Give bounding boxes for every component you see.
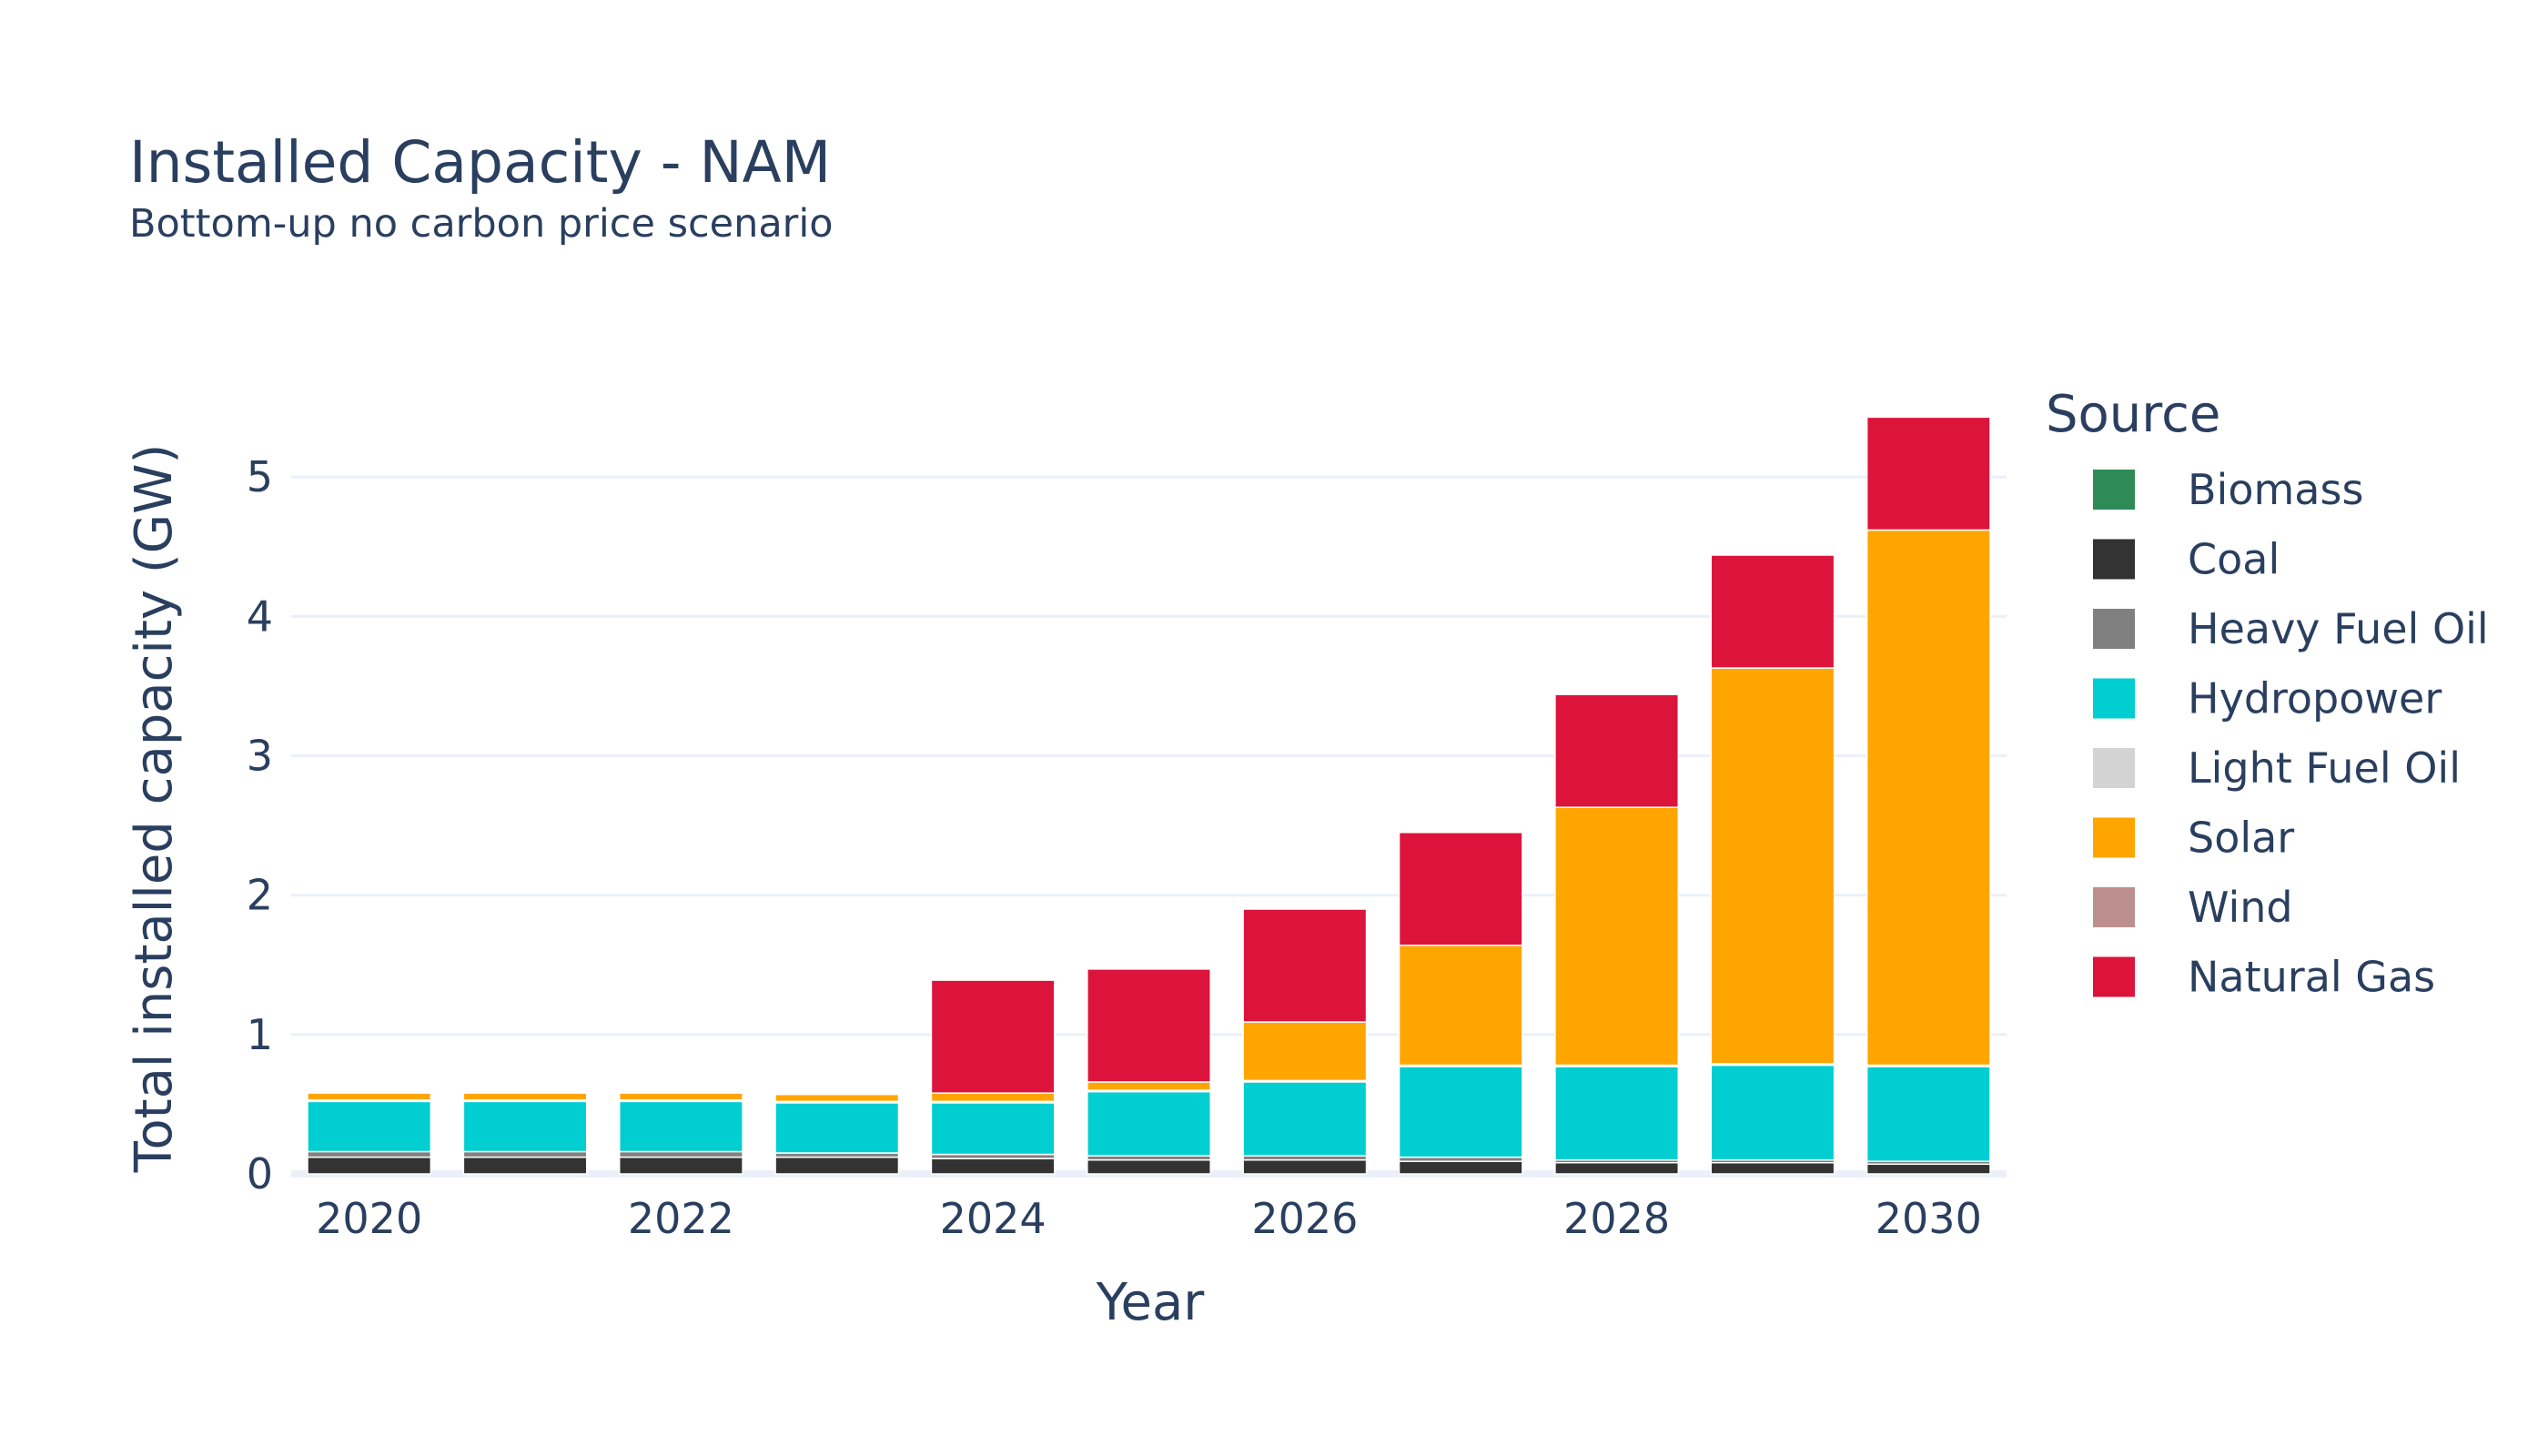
bar-segment bbox=[1554, 693, 1680, 808]
y-tick-label: 4 bbox=[247, 592, 273, 641]
bar-segment bbox=[930, 979, 1056, 1094]
legend-label: Natural Gas bbox=[2188, 953, 2435, 1002]
bar-segment bbox=[1398, 832, 1523, 946]
legend-title: Source bbox=[2046, 385, 2220, 444]
bar-segment bbox=[1554, 806, 1680, 1067]
bar-segment bbox=[462, 1100, 588, 1153]
bar-segment bbox=[774, 1102, 900, 1154]
bar-segment bbox=[618, 1100, 743, 1153]
bar-segment bbox=[1710, 1161, 1835, 1175]
bar-segment bbox=[1087, 1090, 1211, 1157]
bar-segment bbox=[1242, 908, 1368, 1023]
bar-segment bbox=[930, 1092, 1056, 1103]
bar-segment bbox=[1087, 1158, 1211, 1175]
bar-segment bbox=[1866, 1066, 1991, 1162]
bar-segment bbox=[1242, 1021, 1368, 1082]
legend-label: Coal bbox=[2188, 535, 2280, 584]
bars bbox=[307, 416, 1991, 1175]
bar-segment bbox=[774, 1093, 900, 1103]
legend-swatch bbox=[2093, 956, 2135, 997]
bar-segment bbox=[307, 1100, 432, 1153]
x-tick-label: 2022 bbox=[628, 1194, 734, 1243]
bar-segment bbox=[462, 1156, 588, 1175]
bar-segment bbox=[1398, 1066, 1523, 1158]
bar-segment bbox=[462, 1092, 588, 1101]
bar-segment bbox=[1554, 1161, 1680, 1175]
x-tick-label: 2028 bbox=[1563, 1194, 1670, 1243]
x-tick-labels: 2020 2022 2024 2026 2028 2030 bbox=[316, 1194, 1982, 1243]
legend: Biomass Coal Heavy Fuel Oil Hydropower Light… bbox=[2093, 465, 2489, 1002]
bar-segment bbox=[1710, 554, 1835, 669]
bar-segment bbox=[307, 1150, 432, 1158]
bar-segment bbox=[1866, 416, 1991, 531]
y-tick-label: 2 bbox=[247, 871, 273, 920]
legend-label: Hydropower bbox=[2188, 674, 2442, 723]
bar-segment bbox=[307, 1092, 432, 1101]
legend-label: Solar bbox=[2188, 814, 2294, 863]
bar-segment bbox=[1398, 945, 1523, 1067]
x-tick-label: 2026 bbox=[1251, 1194, 1358, 1243]
legend-swatch bbox=[2093, 817, 2135, 858]
y-tick-label: 5 bbox=[247, 452, 273, 501]
bar-segment bbox=[1710, 667, 1835, 1065]
bar-segment bbox=[1866, 529, 1991, 1067]
x-axis-title: Year bbox=[1096, 1273, 1206, 1332]
legend-label: Wind bbox=[2188, 883, 2293, 932]
legend-swatch bbox=[2093, 887, 2135, 927]
bar-segment bbox=[930, 1158, 1056, 1175]
bar-segment bbox=[1087, 968, 1211, 1083]
legend-swatch bbox=[2093, 539, 2135, 580]
bar-segment bbox=[930, 1102, 1056, 1156]
legend-label: Heavy Fuel Oil bbox=[2188, 604, 2489, 653]
legend-label: Biomass bbox=[2188, 465, 2363, 514]
legend-swatch bbox=[2093, 470, 2135, 510]
bar-segment bbox=[1398, 1160, 1523, 1175]
bar-segment bbox=[307, 1156, 432, 1175]
x-tick-label: 2030 bbox=[1876, 1194, 1982, 1243]
chart-title: Installed Capacity - NAM bbox=[129, 129, 831, 196]
x-tick-label: 2020 bbox=[316, 1194, 422, 1243]
bar-segment bbox=[1087, 1081, 1211, 1091]
legend-swatch bbox=[2093, 609, 2135, 649]
bar-segment bbox=[618, 1156, 743, 1175]
bar-segment bbox=[1866, 1163, 1991, 1175]
legend-swatch bbox=[2093, 678, 2135, 719]
bar-segment bbox=[1242, 1081, 1368, 1157]
bar-segment bbox=[618, 1150, 743, 1158]
y-tick-label: 1 bbox=[247, 1010, 273, 1059]
legend-swatch bbox=[2093, 748, 2135, 788]
bar-segment bbox=[1554, 1066, 1680, 1161]
x-tick-label: 2024 bbox=[940, 1194, 1046, 1243]
y-axis-title: Total installed capacity (GW) bbox=[125, 444, 184, 1174]
bar-segment bbox=[618, 1092, 743, 1101]
bar-segment bbox=[774, 1156, 900, 1175]
y-tick-label: 3 bbox=[247, 732, 273, 781]
bar-segment bbox=[462, 1150, 588, 1158]
y-tick-labels: 0 1 2 3 4 5 bbox=[247, 452, 273, 1198]
bar-segment bbox=[1242, 1158, 1368, 1175]
bar-segment bbox=[1710, 1064, 1835, 1161]
y-tick-label: 0 bbox=[247, 1149, 273, 1198]
chart-subtitle: Bottom-up no carbon price scenario bbox=[129, 201, 834, 247]
legend-label: Light Fuel Oil bbox=[2188, 743, 2461, 793]
